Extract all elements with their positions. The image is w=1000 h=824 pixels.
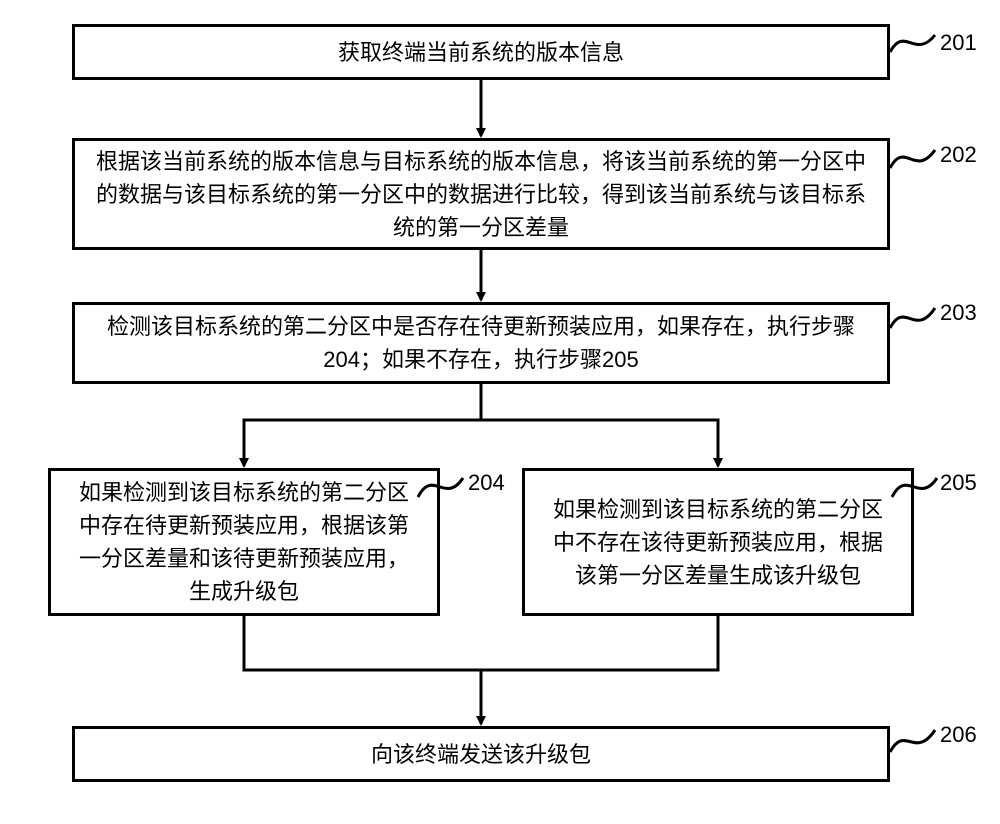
- step-204-ref: 204: [468, 470, 505, 496]
- squiggle-206: [890, 730, 935, 752]
- squiggle-201: [890, 35, 935, 52]
- arrow-203-204: [244, 384, 481, 466]
- arrow-203-205: [481, 384, 718, 466]
- step-206-text: 向该终端发送该升级包: [371, 738, 591, 771]
- step-201-box: 获取终端当前系统的版本信息: [72, 24, 890, 80]
- step-202-text: 根据该当前系统的版本信息与目标系统的版本信息，将该当前系统的第一分区中的数据与该…: [93, 145, 869, 244]
- step-204-box: 如果检测到该目标系统的第二分区中存在待更新预装应用，根据该第一分区差量和该待更新…: [48, 468, 440, 616]
- step-203-box: 检测该目标系统的第二分区中是否存在待更新预装应用，如果存在，执行步骤204；如果…: [72, 302, 890, 384]
- step-202-ref: 202: [940, 142, 977, 168]
- flowchart-canvas: 获取终端当前系统的版本信息 201 根据该当前系统的版本信息与目标系统的版本信息…: [0, 0, 1000, 824]
- squiggle-203: [890, 308, 935, 328]
- arrow-205-206: [481, 616, 718, 670]
- connector-overlay: [0, 0, 1000, 824]
- step-205-box: 如果检测到该目标系统的第二分区中不存在该待更新预装应用，根据该第一分区差量生成该…: [522, 468, 914, 616]
- step-201-ref: 201: [940, 30, 977, 56]
- step-202-box: 根据该当前系统的版本信息与目标系统的版本信息，将该当前系统的第一分区中的数据与该…: [72, 138, 890, 250]
- squiggle-202: [890, 150, 935, 168]
- step-205-ref: 205: [940, 470, 977, 496]
- step-201-text: 获取终端当前系统的版本信息: [338, 36, 624, 69]
- step-203-ref: 203: [940, 300, 977, 326]
- step-204-text: 如果检测到该目标系统的第二分区中存在待更新预装应用，根据该第一分区差量和该待更新…: [69, 476, 419, 608]
- step-205-text: 如果检测到该目标系统的第二分区中不存在该待更新预装应用，根据该第一分区差量生成该…: [543, 493, 893, 592]
- step-206-ref: 206: [940, 722, 977, 748]
- step-206-box: 向该终端发送该升级包: [72, 726, 890, 782]
- step-203-text: 检测该目标系统的第二分区中是否存在待更新预装应用，如果存在，执行步骤204；如果…: [93, 310, 869, 376]
- arrow-204-206: [244, 616, 481, 670]
